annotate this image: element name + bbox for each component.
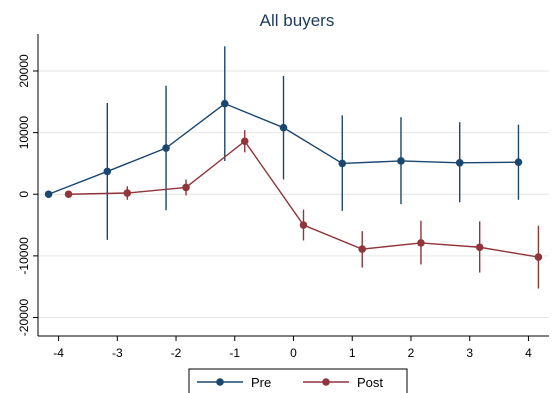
x-tick-label-2: -2: [171, 346, 182, 360]
legend-post-label: Post: [357, 375, 383, 390]
x-tick-label-5: 1: [349, 346, 356, 360]
series-points: [44, 99, 543, 261]
post-point-3: [240, 137, 249, 146]
y-tick-label-1: -10000: [17, 237, 31, 275]
pre-point-7: [455, 159, 464, 167]
pre-point-0: [44, 190, 53, 199]
post-point-8: [534, 253, 543, 261]
post-point-1: [123, 189, 132, 197]
x-tick-label-3: -1: [229, 346, 240, 360]
legend-post-marker: [322, 378, 330, 386]
pre-point-3: [220, 99, 229, 108]
post-point-4: [299, 221, 308, 229]
x-tick-label-1: -3: [112, 346, 123, 360]
pre-point-5: [338, 159, 347, 168]
legend-box: [188, 368, 408, 393]
y-tick-label-4: 20000: [17, 54, 31, 88]
pre-point-2: [162, 144, 170, 152]
legend-pre-label: Pre: [251, 375, 271, 390]
confidence-intervals: [106, 46, 540, 289]
pre-point-1: [103, 167, 112, 176]
pre-point-6: [397, 157, 405, 165]
post-point-0: [64, 190, 73, 199]
chart-title: All buyers: [260, 11, 335, 30]
post-point-5: [358, 245, 367, 253]
post-point-2: [182, 183, 190, 192]
y-tick-label-3: 10000: [17, 116, 31, 150]
x-tick-label-8: 4: [525, 346, 532, 360]
x-tick-label-7: 3: [466, 346, 473, 360]
y-tick-label-0: -20000: [17, 299, 31, 337]
x-tick-label-0: -4: [53, 346, 64, 360]
legend-pre-marker: [216, 378, 224, 386]
x-tick-label-4: 0: [290, 346, 297, 360]
post-point-7: [475, 243, 484, 252]
y-tick-label-2: 0: [17, 191, 31, 198]
post-point-6: [417, 239, 425, 247]
pre-point-4: [279, 123, 288, 132]
series-lines: [48, 102, 539, 258]
pre-point-8: [514, 158, 523, 166]
grid-lines: [38, 70, 549, 319]
legend: Pre Post: [188, 368, 408, 393]
x-tick-label-6: 2: [408, 346, 415, 360]
axes: -20000 -10000 0 10000 20000 -4 -3 -2 -1 0 1 2 3 4: [17, 34, 549, 360]
